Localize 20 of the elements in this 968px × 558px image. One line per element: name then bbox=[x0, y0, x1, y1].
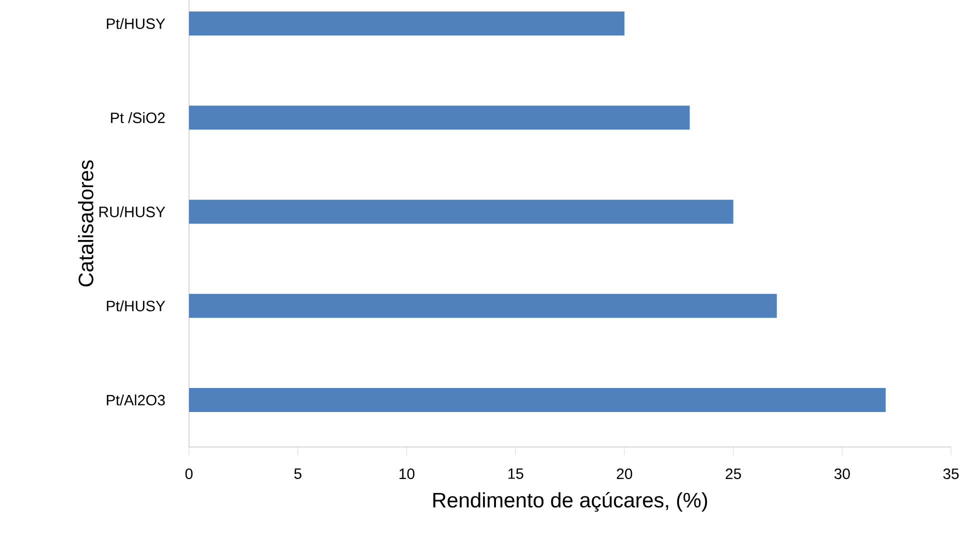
bar bbox=[189, 12, 624, 36]
y-tick-label: RU/HUSY bbox=[99, 206, 166, 218]
x-tick-label: 20 bbox=[616, 468, 632, 480]
x-axis-title: Rendimento de açúcares, (%) bbox=[433, 492, 708, 512]
y-tick-label: Pt/HUSY bbox=[106, 18, 166, 30]
y-tick-label: Pt/Al2O3 bbox=[106, 394, 165, 406]
y-tick-label: Pt/HUSY bbox=[106, 300, 166, 312]
y-axis-title: Catalisadores bbox=[78, 160, 94, 286]
x-tick-label: 35 bbox=[943, 468, 959, 480]
bar bbox=[189, 200, 734, 224]
bar bbox=[189, 388, 886, 412]
x-tick-label: 10 bbox=[400, 468, 414, 480]
x-tick-label: 0 bbox=[185, 468, 193, 480]
x-tick-label: 15 bbox=[508, 468, 524, 479]
x-tick-label: 5 bbox=[294, 468, 302, 479]
x-tick-label: 30 bbox=[834, 468, 850, 480]
x-tick-label: 25 bbox=[726, 468, 741, 480]
bar bbox=[189, 106, 690, 130]
y-tick-label: Pt /SiO2 bbox=[111, 112, 165, 124]
bar bbox=[189, 294, 777, 318]
